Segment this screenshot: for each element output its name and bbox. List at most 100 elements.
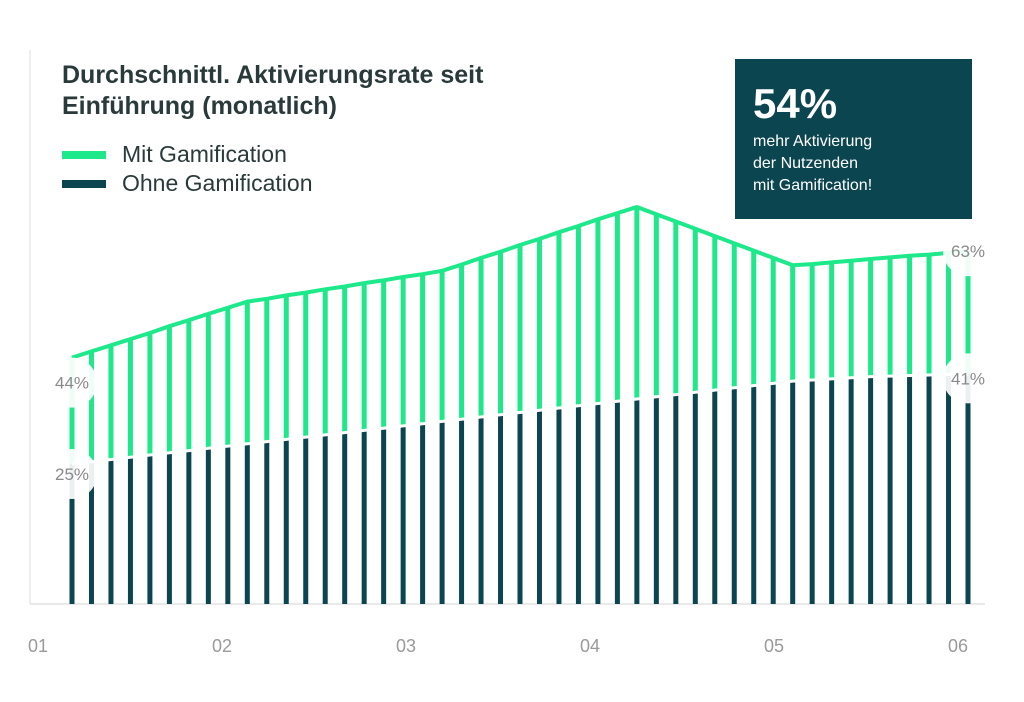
bar-mit-gamification	[381, 280, 387, 429]
bar-ohne-gamification	[829, 378, 835, 604]
bar-ohne-gamification	[166, 452, 172, 604]
bar-mit-gamification	[498, 251, 504, 415]
bar-mit-gamification	[88, 351, 94, 462]
bar-mit-gamification	[439, 270, 445, 422]
bar-mit-gamification	[868, 259, 874, 377]
bar-mit-gamification	[614, 213, 620, 402]
series-line-mit-gamification	[71, 205, 969, 360]
bar-ohne-gamification	[244, 443, 250, 604]
bar-mit-gamification	[322, 289, 328, 435]
bar-mit-gamification	[712, 236, 718, 391]
bar-mit-gamification	[575, 226, 581, 406]
legend-label-ohne: Ohne Gamification	[122, 170, 313, 196]
bar-mit-gamification	[478, 257, 484, 417]
bar-mit-gamification	[166, 326, 172, 453]
bar-ohne-gamification	[809, 380, 815, 604]
bar-mit-gamification	[186, 320, 192, 451]
bar-ohne-gamification	[946, 374, 952, 604]
bar-ohne-gamification	[731, 387, 737, 604]
bar-ohne-gamification	[712, 390, 718, 604]
bar-mit-gamification	[907, 255, 913, 376]
bar-mit-gamification	[751, 250, 757, 386]
bar-ohne-gamification	[283, 439, 289, 604]
bar-ohne-gamification	[907, 375, 913, 604]
bar-ohne-gamification	[790, 381, 796, 604]
bar-ohne-gamification	[595, 403, 601, 604]
bar-mit-gamification	[965, 251, 971, 375]
bar-mit-gamification	[829, 262, 835, 379]
bar-ohne-gamification	[108, 459, 114, 604]
data-label-ohne-last-halo	[943, 353, 993, 404]
bar-mit-gamification	[692, 228, 698, 393]
bar-ohne-gamification	[556, 408, 562, 604]
bar-ohne-gamification	[478, 416, 484, 604]
callout-value: 54%	[753, 80, 838, 127]
data-label-ohne-first-halo	[47, 449, 97, 499]
bar-mit-gamification	[69, 357, 75, 464]
bar-mit-gamification	[517, 245, 523, 413]
bar-mit-gamification	[459, 264, 465, 420]
legend-swatch-ohne	[62, 179, 106, 188]
bar-ohne-gamification	[770, 383, 776, 604]
bar-ohne-gamification	[264, 441, 270, 604]
bar-mit-gamification	[108, 345, 114, 460]
callout-text: mehr Aktivierung der Nutzenden mit Gamif…	[753, 133, 873, 194]
bar-ohne-gamification	[673, 394, 679, 604]
bar-ohne-gamification	[361, 430, 367, 604]
x-tick-label: 05	[764, 636, 784, 656]
bar-mit-gamification	[790, 265, 796, 382]
bar-ohne-gamification	[147, 455, 153, 604]
legend-item-mit: Mit Gamification	[62, 140, 312, 169]
bar-ohne-gamification	[342, 432, 348, 604]
bar-mit-gamification	[887, 257, 893, 377]
x-tick-label: 03	[396, 636, 416, 656]
bar-mit-gamification	[809, 264, 815, 380]
bar-mit-gamification	[770, 257, 776, 384]
bar-ohne-gamification	[692, 392, 698, 604]
bar-ohne-gamification	[400, 425, 406, 604]
bar-ohne-gamification	[848, 377, 854, 604]
series-line-ohne-gamification	[71, 372, 968, 466]
bar-ohne-gamification	[614, 401, 620, 604]
bar-mit-gamification	[244, 301, 250, 444]
x-tick-label: 02	[212, 636, 232, 656]
bar-ohne-gamification	[887, 376, 893, 604]
legend-swatch-mit	[62, 150, 106, 159]
bar-mit-gamification	[731, 243, 737, 388]
bar-ohne-gamification	[439, 421, 445, 604]
legend-label-mit: Mit Gamification	[122, 141, 287, 167]
data-label-mit-first-halo	[47, 357, 97, 408]
chart-title: Durchschnittl. Aktivierungsrate seit Ein…	[62, 61, 484, 120]
bar-mit-gamification	[420, 274, 426, 424]
bar-ohne-gamification	[381, 428, 387, 604]
bar-mit-gamification	[283, 295, 289, 440]
bar-ohne-gamification	[634, 399, 640, 604]
bar-mit-gamification	[556, 232, 562, 408]
bar-mit-gamification	[634, 206, 640, 400]
bar-mit-gamification	[205, 313, 211, 449]
bar-mit-gamification	[848, 260, 854, 378]
bar-ohne-gamification	[575, 405, 581, 604]
bar-mit-gamification	[946, 252, 952, 375]
bar-ohne-gamification	[517, 412, 523, 604]
data-label-ohne-last: 41%	[951, 369, 985, 388]
bar-ohne-gamification	[926, 374, 932, 604]
bar-ohne-gamification	[498, 414, 504, 604]
bar-ohne-gamification	[205, 448, 211, 604]
bar-mit-gamification	[653, 214, 659, 397]
data-label-ohne-first: 25%	[55, 465, 89, 484]
bar-mit-gamification	[400, 276, 406, 426]
data-label-mit-last-halo	[943, 226, 993, 277]
bar-mit-gamification	[595, 219, 601, 404]
bar-mit-gamification	[147, 332, 153, 456]
x-tick-label: 04	[580, 636, 600, 656]
callout-box: 54% mehr Aktivierung der Nutzenden mit G…	[735, 59, 972, 219]
bar-ohne-gamification	[536, 410, 542, 604]
bar-mit-gamification	[342, 286, 348, 433]
data-label-mit-last: 63%	[951, 242, 985, 261]
bar-ohne-gamification	[88, 461, 94, 604]
bar-mit-gamification	[926, 254, 932, 375]
x-tick-label: 06	[948, 636, 968, 656]
